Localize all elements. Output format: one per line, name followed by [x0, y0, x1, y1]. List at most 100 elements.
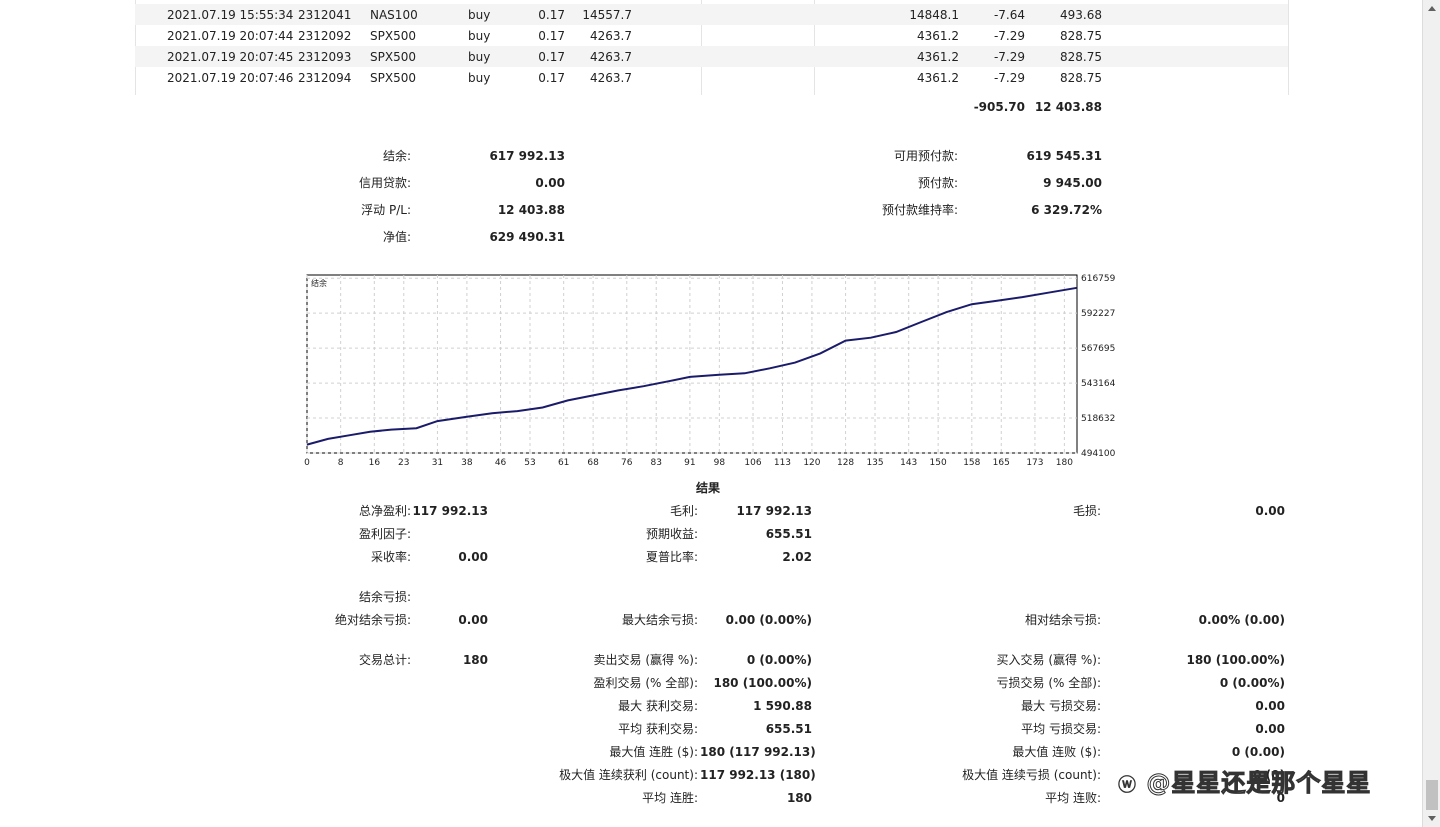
margin-level-value: 6 329.72% — [1031, 203, 1102, 217]
x-tick-label: 68 — [587, 458, 599, 468]
chart-title: 结余 — [311, 278, 327, 288]
x-tick-label: 53 — [524, 458, 535, 468]
trade-profit: 493.68 — [1060, 8, 1102, 22]
total-trades-label: 交易总计: — [358, 653, 411, 667]
trade-volume: 0.17 — [538, 8, 565, 22]
avg-profit-value: 655.51 — [765, 722, 812, 736]
trade-open-price: 14557.7 — [582, 8, 632, 22]
trade-type: buy — [468, 50, 491, 64]
balance-label: 结余: — [382, 149, 411, 163]
free-margin-value: 619 545.31 — [1026, 149, 1102, 163]
sharpe-ratio-label: 夏普比率: — [645, 550, 698, 564]
x-tick-label: 31 — [432, 458, 443, 468]
trade-ticket: 2312093 — [298, 50, 352, 64]
avg-consec-losses-value: 0 — [1276, 791, 1285, 805]
gross-loss-label: 毛损: — [1072, 504, 1101, 518]
max-consec-wins-label: 最大值 连胜 ($): — [609, 745, 698, 759]
max-consec-loss-label: 极大值 连续亏损 (count): — [962, 768, 1101, 782]
largest-profit-label: 最大 获利交易: — [618, 699, 698, 713]
x-tick-label: 135 — [866, 458, 883, 468]
trade-open-price: 4263.7 — [590, 71, 632, 85]
max-consec-wins-value: 180 (117 992.13) — [700, 745, 816, 759]
trade-symbol: SPX500 — [370, 50, 416, 64]
x-tick-label: 16 — [369, 458, 381, 468]
total-swap: -905.70 — [973, 100, 1025, 114]
scroll-down-arrow-icon[interactable] — [1428, 816, 1436, 821]
watermark-text: @星星还是那个星星 — [1146, 769, 1372, 798]
largest-profit-value: 1 590.88 — [753, 699, 812, 713]
expected-payoff-label: 预期收益: — [645, 527, 698, 541]
x-tick-label: 83 — [651, 458, 662, 468]
trade-swap: -7.29 — [993, 50, 1025, 64]
trade-profit: 828.75 — [1060, 50, 1102, 64]
trade-symbol: SPX500 — [370, 71, 416, 85]
gross-profit-label: 毛利: — [669, 504, 698, 518]
trade-symbol: NAS100 — [370, 8, 418, 22]
max-consec-losses-label: 最大值 连败 ($): — [1012, 745, 1101, 759]
margin-level-label: 预付款维持率: — [881, 203, 958, 217]
long-trades-value: 180 (100.00%) — [1186, 653, 1285, 667]
loss-trades-value: 0 (0.00%) — [1219, 676, 1285, 690]
short-trades-value: 0 (0.00%) — [746, 653, 812, 667]
trade-time: 2021.07.19 20:07:46 — [167, 71, 294, 85]
trade-close-price: 4361.2 — [917, 71, 959, 85]
avg-loss-label: 平均 亏损交易: — [1021, 722, 1101, 736]
x-tick-label: 180 — [1056, 458, 1073, 468]
x-tick-label: 0 — [304, 458, 310, 468]
trade-time: 2021.07.19 20:07:45 — [167, 50, 294, 64]
equity-label: 净值: — [382, 230, 411, 244]
profit-trades-label: 盈利交易 (% 全部): — [593, 676, 698, 690]
trade-ticket: 2312094 — [298, 71, 352, 85]
x-tick-label: 38 — [461, 458, 473, 468]
table-row[interactable] — [135, 4, 1288, 25]
margin-value: 9 945.00 — [1043, 176, 1102, 190]
x-tick-label: 150 — [930, 458, 947, 468]
balance-value: 617 992.13 — [489, 149, 565, 163]
long-trades-label: 买入交易 (赢得 %): — [996, 653, 1101, 667]
y-tick-label: 518632 — [1081, 414, 1115, 424]
scrollbar-thumb[interactable] — [1426, 780, 1438, 810]
trade-symbol: SPX500 — [370, 29, 416, 43]
trade-close-price: 4361.2 — [917, 29, 959, 43]
gross-loss-value: 0.00 — [1255, 504, 1285, 518]
table-row[interactable] — [135, 46, 1288, 67]
balance-series-line — [306, 286, 1078, 446]
x-tick-label: 165 — [993, 458, 1010, 468]
trade-time: 2021.07.19 20:07:44 — [167, 29, 294, 43]
rel-drawdown-value: 0.00% (0.00) — [1198, 613, 1285, 627]
x-tick-label: 173 — [1026, 458, 1043, 468]
trade-profit: 828.75 — [1060, 29, 1102, 43]
total-trades-value: 180 — [462, 653, 488, 667]
vertical-scrollbar[interactable] — [1422, 0, 1440, 827]
trade-close-price: 4361.2 — [917, 50, 959, 64]
x-tick-label: 61 — [558, 458, 569, 468]
trade-ticket: 2312041 — [298, 8, 352, 22]
x-tick-label: 120 — [803, 458, 820, 468]
sharpe-ratio-value: 2.02 — [782, 550, 812, 564]
trade-type: buy — [468, 8, 491, 22]
y-tick-label: 494100 — [1081, 449, 1116, 459]
floating-pl-value: 12 403.88 — [497, 203, 565, 217]
avg-profit-label: 平均 获利交易: — [618, 722, 698, 736]
trade-volume: 0.17 — [538, 50, 565, 64]
x-tick-label: 158 — [963, 458, 980, 468]
plot-area — [306, 274, 1078, 454]
largest-loss-value: 0.00 — [1255, 699, 1285, 713]
balance-drawdown-label: 结余亏损: — [358, 590, 411, 604]
margin-label: 预付款: — [917, 176, 958, 190]
scroll-up-arrow-icon[interactable] — [1428, 6, 1436, 11]
largest-loss-label: 最大 亏损交易: — [1021, 699, 1101, 713]
credit-label: 信用贷款: — [358, 176, 411, 190]
trade-swap: -7.29 — [993, 29, 1025, 43]
abs-drawdown-value: 0.00 — [458, 613, 488, 627]
x-tick-label: 76 — [621, 458, 633, 468]
trade-time: 2021.07.19 15:55:34 — [167, 8, 294, 22]
avg-consec-losses-label: 平均 连败: — [1045, 791, 1101, 805]
trade-type: buy — [468, 71, 491, 85]
short-trades-label: 卖出交易 (赢得 %): — [593, 653, 698, 667]
results-title: 结果 — [696, 481, 721, 495]
profit-factor-label: 盈利因子: — [358, 527, 411, 541]
max-drawdown-label: 最大结余亏损: — [621, 613, 698, 627]
balance-chart: 0 8 16 23 31 38 46 53 61 68 76 83 91 98 106 113 120 128 13… — [304, 274, 1116, 468]
avg-consec-wins-label: 平均 连胜: — [642, 791, 698, 805]
